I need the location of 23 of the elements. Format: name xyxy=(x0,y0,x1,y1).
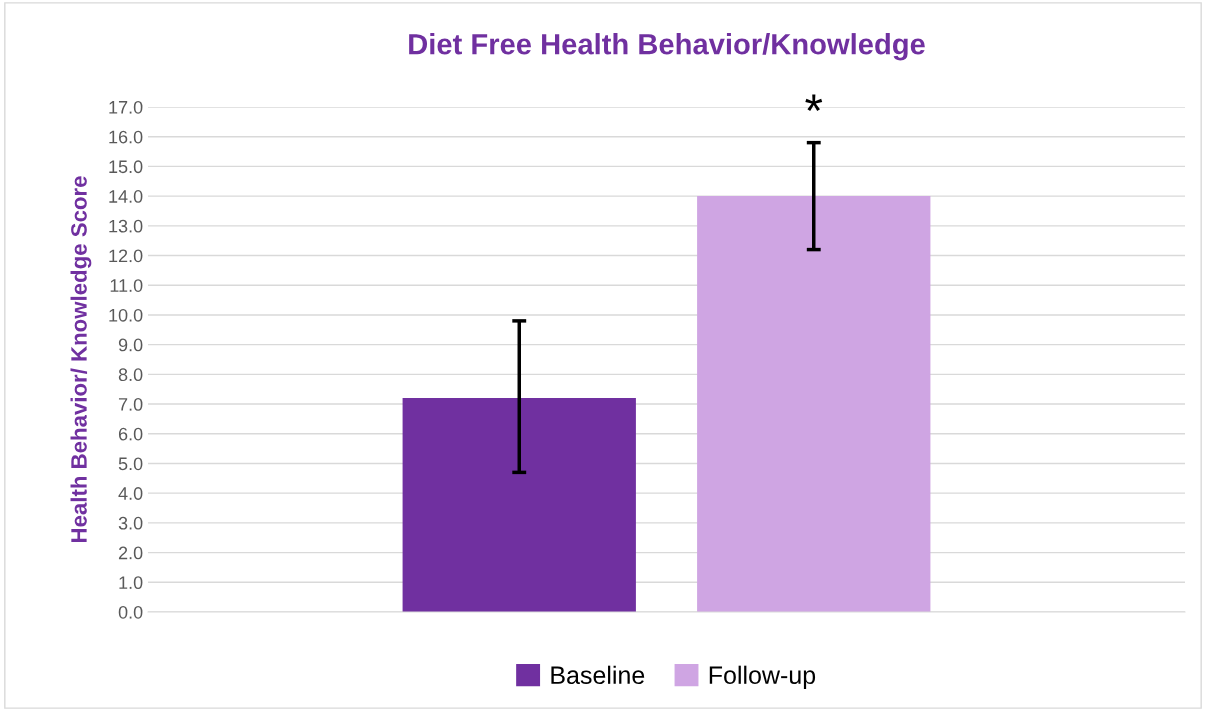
y-tick-label: 9.0 xyxy=(118,338,143,352)
y-tick-label: 1.0 xyxy=(119,576,143,590)
y-tick-label: 4.0 xyxy=(118,487,143,500)
y-tick-label: 15.0 xyxy=(109,160,143,174)
y-tick-label: 2.0 xyxy=(118,546,143,560)
y-tick-label: 14.0 xyxy=(109,190,143,203)
y-tick-label: 17.0 xyxy=(109,100,143,114)
y-tick-label: 11.0 xyxy=(110,279,143,292)
y-tick-label: 10.0 xyxy=(109,308,143,322)
y-tick-label: 16.0 xyxy=(109,130,143,144)
y-axis-title: Health Behavior/ Knowledge Score xyxy=(70,176,92,542)
y-tick-label: 7.0 xyxy=(118,397,143,411)
y-tick-label: 5.0 xyxy=(118,457,143,471)
y-tick-label: 13.0 xyxy=(109,219,143,233)
y-tick-label: 6.0 xyxy=(118,427,143,441)
legend-label: Follow-up xyxy=(709,665,816,689)
legend-label: Baseline xyxy=(551,665,645,685)
y-tick-label: 8.0 xyxy=(118,368,143,382)
y-tick-label: 12.0 xyxy=(109,249,143,263)
y-tick-label: 3.0 xyxy=(118,516,143,530)
y-tick-label: 0.0 xyxy=(118,605,143,619)
annotation: * xyxy=(805,94,823,111)
chart-title: Diet Free Health Behavior/Knowledge xyxy=(409,33,925,61)
